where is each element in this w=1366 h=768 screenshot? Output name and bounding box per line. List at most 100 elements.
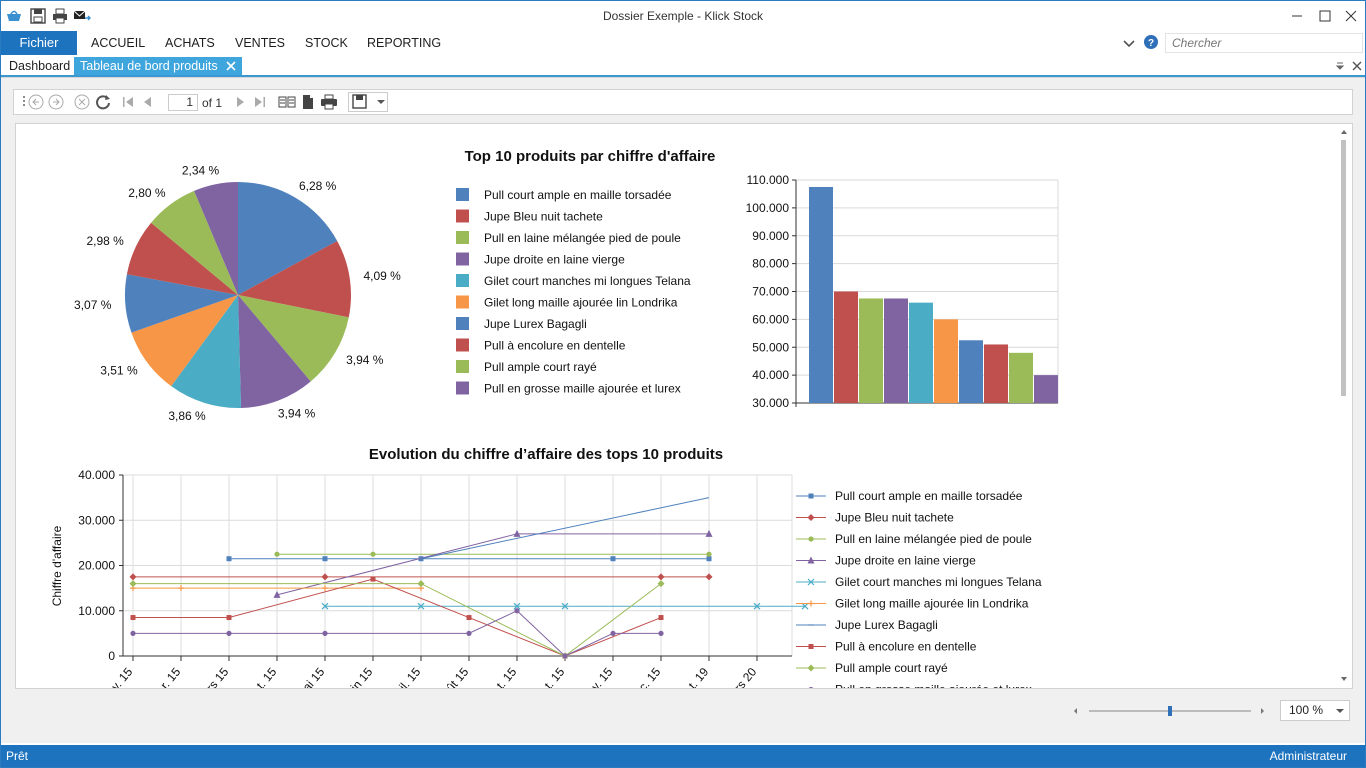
pie-slice	[131, 295, 238, 387]
tab-menu-icon[interactable]	[1335, 60, 1345, 75]
chevron-down-icon[interactable]	[1121, 35, 1137, 54]
zoom-level-select[interactable]: 100 %	[1280, 700, 1350, 721]
menu-reporting[interactable]: REPORTING	[367, 36, 442, 50]
line-x-tick-label: t. 15	[542, 665, 568, 689]
legend-swatch	[456, 381, 469, 395]
series-marker	[801, 602, 809, 610]
export-dropdown[interactable]	[348, 92, 388, 112]
previous-page-icon[interactable]	[140, 94, 156, 110]
next-page-icon[interactable]	[232, 94, 248, 110]
pie-slice	[126, 222, 238, 295]
legend-entry: Pull en laine mélangée pied de poule	[484, 231, 681, 245]
line-x-tick-label: rs 15	[203, 665, 231, 689]
series-marker	[808, 686, 814, 688]
line-chart-title: Evolution du chiffre d’affaire des tops …	[369, 446, 723, 463]
series-marker	[129, 580, 137, 588]
legend-swatch	[456, 209, 469, 223]
series-marker	[658, 630, 664, 636]
last-page-icon[interactable]	[252, 94, 268, 110]
pie-slice	[238, 240, 351, 318]
line-x-tick-label: ût 15	[443, 665, 471, 689]
send-mail-icon[interactable]	[73, 7, 91, 25]
line-series	[129, 573, 713, 581]
line-y-tick-label: 30.000	[78, 513, 115, 527]
minimize-button[interactable]	[1283, 5, 1311, 27]
line-legend: Pull court ample en maille torsadée Jupe …	[796, 489, 1042, 688]
series-marker	[808, 600, 814, 607]
status-bar: Prêt Administrateur	[1, 745, 1365, 767]
pie-data-label: 6,28 %	[299, 179, 337, 193]
tab-tableau-de-bord-produits[interactable]: Tableau de bord produits	[74, 57, 242, 75]
legend-entry: Pull ample court rayé	[835, 661, 948, 675]
stop-icon[interactable]	[74, 94, 90, 110]
page-setup-icon[interactable]	[300, 94, 316, 110]
bar-y-tick-label: 70.000	[752, 285, 789, 299]
print-icon[interactable]	[51, 7, 69, 25]
series-marker	[808, 493, 814, 499]
current-page-input[interactable]: 1	[168, 94, 198, 111]
report-toolbar: 1 of 1	[13, 89, 1353, 115]
menu-ventes[interactable]: VENTES	[235, 36, 286, 50]
zoom-slider-thumb[interactable]	[1168, 706, 1172, 716]
series-marker	[274, 551, 280, 557]
legend-entry: Pull en laine mélangée pied de poule	[835, 532, 1032, 546]
line-series	[130, 576, 664, 659]
legend-entry: Gilet court manches mi longues Telana	[484, 274, 691, 288]
print-layout-icon[interactable]	[278, 94, 296, 110]
series-marker	[226, 615, 232, 621]
line-y-tick-label: 20.000	[78, 559, 115, 573]
menu-fichier[interactable]: Fichier	[1, 31, 77, 55]
search-input[interactable]	[1165, 33, 1363, 53]
bar	[1009, 352, 1033, 403]
bar-y-tick-label: 110.000	[747, 173, 790, 187]
pie-data-label: 3,86 %	[168, 409, 206, 423]
refresh-icon[interactable]	[94, 94, 110, 110]
first-page-icon[interactable]	[120, 94, 136, 110]
bar	[984, 344, 1008, 403]
series-marker	[657, 573, 665, 581]
zoom-slider[interactable]	[1073, 702, 1273, 720]
series-marker	[417, 580, 425, 588]
close-window-button[interactable]	[1337, 5, 1365, 27]
menu-stock[interactable]: STOCK	[305, 36, 348, 50]
legend-entry: Jupe Bleu nuit tachete	[835, 511, 954, 525]
help-icon[interactable]: ?	[1143, 34, 1159, 53]
line-series	[321, 602, 809, 610]
line-x-tick-label: il. 15	[396, 665, 423, 689]
legend-entry: Jupe Lurex Bagagli	[835, 618, 938, 632]
menu-achats[interactable]: ACHATS	[165, 36, 215, 50]
close-tab-icon[interactable]	[225, 59, 237, 77]
back-icon[interactable]	[28, 94, 44, 110]
legend-entry: Gilet court manches mi longues Telana	[835, 575, 1042, 589]
menu-accueil[interactable]: ACCUEIL	[91, 36, 146, 50]
forward-icon[interactable]	[48, 94, 64, 110]
series-marker	[706, 551, 712, 557]
line-x-tick-label: rs 20	[731, 665, 759, 689]
save-icon[interactable]	[29, 7, 47, 25]
legend-entry: Gilet long maille ajourée lin Londrika	[484, 296, 678, 310]
legend-swatch	[456, 231, 469, 244]
series-marker	[226, 556, 232, 562]
print-report-icon[interactable]	[320, 94, 337, 110]
bar-y-tick-label: 100.000	[746, 201, 790, 215]
close-all-tabs-icon[interactable]	[1351, 60, 1363, 75]
line-x-tick-label: t. 19	[686, 665, 712, 689]
line-y-tick-label: 10.000	[78, 604, 115, 618]
vertical-scrollbar[interactable]	[1340, 128, 1348, 684]
title-bar: Dossier Exemple - Klick Stock	[1, 1, 1365, 31]
maximize-button[interactable]	[1311, 5, 1339, 27]
bar	[1034, 375, 1058, 403]
legend-swatch	[456, 360, 469, 373]
series-marker	[807, 556, 815, 564]
page-count-label: of 1	[202, 96, 223, 110]
ribbon-menu: Fichier ACCUEIL ACHATS VENTES STOCK REPO…	[1, 31, 1365, 55]
series-marker	[610, 630, 616, 636]
series-marker	[417, 602, 425, 610]
scrollbar-thumb[interactable]	[1341, 140, 1346, 396]
series-marker	[705, 529, 713, 537]
tab-dashboard[interactable]: Dashboard	[3, 57, 78, 75]
series-marker	[130, 615, 136, 621]
pie-data-label: 3,94 %	[346, 353, 384, 367]
series-marker	[129, 573, 137, 581]
